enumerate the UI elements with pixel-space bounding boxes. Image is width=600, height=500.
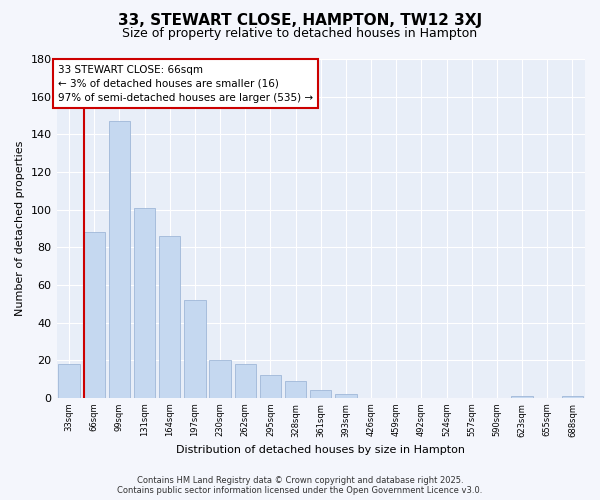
Bar: [159, 236, 181, 398]
Text: Contains HM Land Registry data © Crown copyright and database right 2025.
Contai: Contains HM Land Registry data © Crown c…: [118, 476, 482, 495]
Bar: [511, 396, 533, 398]
Bar: [285, 381, 307, 398]
Bar: [310, 390, 331, 398]
Bar: [335, 394, 356, 398]
Bar: [235, 364, 256, 398]
Y-axis label: Number of detached properties: Number of detached properties: [15, 140, 25, 316]
Bar: [184, 300, 206, 398]
Bar: [109, 121, 130, 398]
X-axis label: Distribution of detached houses by size in Hampton: Distribution of detached houses by size …: [176, 445, 465, 455]
Text: 33, STEWART CLOSE, HAMPTON, TW12 3XJ: 33, STEWART CLOSE, HAMPTON, TW12 3XJ: [118, 12, 482, 28]
Bar: [562, 396, 583, 398]
Bar: [260, 375, 281, 398]
Text: Size of property relative to detached houses in Hampton: Size of property relative to detached ho…: [122, 28, 478, 40]
Bar: [58, 364, 80, 398]
Bar: [209, 360, 231, 398]
Text: 33 STEWART CLOSE: 66sqm
← 3% of detached houses are smaller (16)
97% of semi-det: 33 STEWART CLOSE: 66sqm ← 3% of detached…: [58, 64, 313, 102]
Bar: [83, 232, 105, 398]
Bar: [134, 208, 155, 398]
